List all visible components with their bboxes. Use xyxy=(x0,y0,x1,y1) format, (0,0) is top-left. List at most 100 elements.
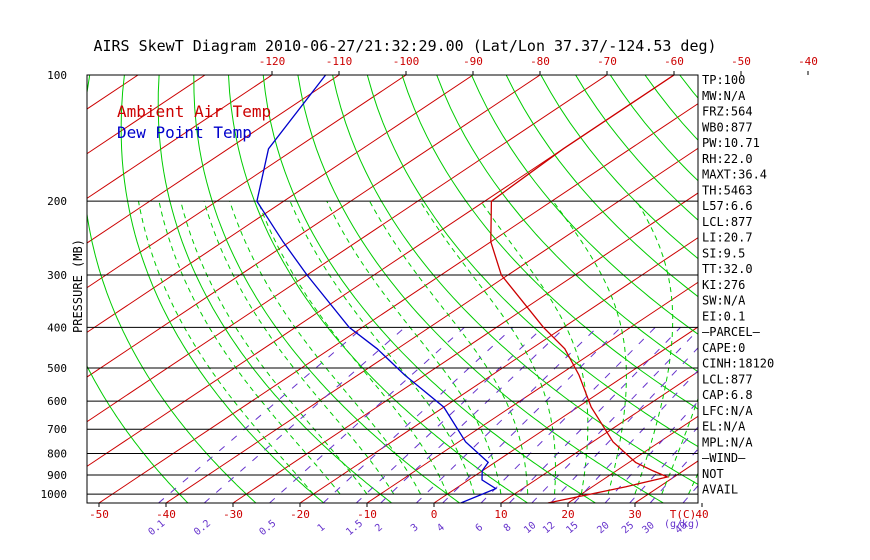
dry-adiabat-grid xyxy=(87,75,870,503)
isotherm-line xyxy=(165,147,698,503)
bottom-tick-label: -50 xyxy=(89,508,109,521)
top-tick-label: -110 xyxy=(326,55,353,68)
sounding-series xyxy=(256,75,675,503)
mixing-ratio-label: 1 xyxy=(316,522,328,534)
isotherm-line xyxy=(567,415,698,503)
top-tick-label: -40 xyxy=(798,55,818,68)
mixing-ratio-label: 15 xyxy=(564,520,580,536)
index-item: SW:N/A xyxy=(702,294,746,308)
index-item: TP:100 xyxy=(702,73,745,87)
index-item: AVAIL xyxy=(702,483,738,497)
moist-adiabat-line xyxy=(480,200,589,495)
top-tick-label: -60 xyxy=(664,55,684,68)
index-item: CAP:6.8 xyxy=(702,388,753,402)
pressure-tick-label: 200 xyxy=(47,195,67,208)
mixing-ratio-label: 0.1 xyxy=(146,518,167,538)
isotherm-line xyxy=(433,326,698,503)
pressure-tick-label: 700 xyxy=(47,423,67,436)
mixing-ratio-label: 10 xyxy=(522,520,538,536)
mixing-ratio-label: 12 xyxy=(541,520,557,536)
index-item: CAPE:0 xyxy=(702,341,745,355)
pressure-tick-label: 800 xyxy=(47,448,67,461)
dry-adiabat-line xyxy=(332,75,698,485)
dew-point-line xyxy=(256,75,498,503)
legend-air-temp: Ambient Air Temp xyxy=(117,102,271,121)
top-tick-label: -90 xyxy=(463,55,483,68)
pressure-tick-label: 600 xyxy=(47,395,67,408)
dry-adiabat-line xyxy=(157,75,393,503)
mixing-ratio-line xyxy=(442,326,622,503)
dry-adiabat-line xyxy=(120,75,325,503)
dry-adiabat-line xyxy=(401,75,698,410)
index-item: EL:N/A xyxy=(702,420,746,434)
mixing-ratio-label: 6 xyxy=(474,522,486,534)
dry-adiabat-line xyxy=(819,75,870,503)
bottom-tick-label: -30 xyxy=(223,508,243,521)
index-item: PW:10.71 xyxy=(702,136,760,150)
index-item: CINH:18120 xyxy=(702,357,774,371)
top-tick-label: -70 xyxy=(597,55,617,68)
dry-adiabat-line xyxy=(87,365,189,503)
index-item: LFC:N/A xyxy=(702,404,753,418)
index-item: MPL:N/A xyxy=(702,435,753,449)
plot-frame xyxy=(86,71,809,507)
isotherm-line xyxy=(769,75,870,503)
top-tick-label: -80 xyxy=(530,55,550,68)
temperature-unit-label: T(C) xyxy=(670,508,697,521)
index-item: NOT xyxy=(702,467,724,481)
mixing-ratio-label: 4 xyxy=(435,522,447,534)
mixing-ratio-line xyxy=(380,326,566,503)
mixing-ratio-label: 0.2 xyxy=(192,518,213,538)
isotherm-line xyxy=(500,371,698,503)
isotherm-grid xyxy=(0,75,870,503)
mixing-ratio-line xyxy=(158,326,364,503)
isotherm-line xyxy=(87,75,541,378)
mixing-ratio-line xyxy=(355,326,544,503)
dry-adiabat-line xyxy=(262,75,596,503)
pressure-tick-label: 1000 xyxy=(41,488,68,501)
pressure-tick-label: 100 xyxy=(47,69,67,82)
mixing-ratio-label: 8 xyxy=(502,522,514,534)
isotherm-line xyxy=(299,237,698,503)
index-item: EI:0.1 xyxy=(702,309,745,323)
index-item: TT:32.0 xyxy=(702,262,753,276)
mixing-ratio-line xyxy=(322,326,514,503)
isotherm-line xyxy=(87,75,407,289)
isotherm-line xyxy=(87,75,206,155)
bottom-tick-label: 0 xyxy=(431,508,438,521)
y-axis-label: PRESSURE (MB) xyxy=(71,239,85,333)
index-item: MAXT:36.4 xyxy=(702,168,767,182)
dry-adiabat-line xyxy=(366,75,698,448)
isotherm-line xyxy=(366,281,698,503)
bottom-tick-label: 20 xyxy=(561,508,574,521)
top-tick-label: -100 xyxy=(393,55,420,68)
moist-adiabat-line xyxy=(369,200,529,495)
moist-adiabat-line xyxy=(138,201,314,495)
dry-adiabat-line xyxy=(87,75,257,503)
top-tick-label: -50 xyxy=(731,55,751,68)
bottom-tick-label: 30 xyxy=(628,508,641,521)
dry-adiabat-line xyxy=(436,75,698,373)
pressure-tick-label: 300 xyxy=(47,269,67,282)
index-item: WB0:877 xyxy=(702,120,753,134)
plot-border xyxy=(86,74,699,504)
dry-adiabat-line xyxy=(297,75,664,503)
dry-adiabat-line xyxy=(471,75,698,335)
dry-adiabat-line xyxy=(193,75,460,503)
isotherm-line xyxy=(0,75,4,503)
chart-title: AIRS SkewT Diagram 2010-06-27/21:32:29.0… xyxy=(93,37,716,55)
index-item: –WIND– xyxy=(702,451,746,465)
isotherm-line xyxy=(836,75,870,503)
mixing-ratio-label: 20 xyxy=(595,520,611,536)
pressure-tick-label: 500 xyxy=(47,362,67,375)
mixing-ratio-label: 0.5 xyxy=(258,518,279,538)
moist-adiabat-grid xyxy=(138,200,698,495)
moist-adiabat-line xyxy=(289,201,475,495)
moist-adiabat-line xyxy=(419,200,556,495)
index-item: FRZ:564 xyxy=(702,105,753,119)
moist-adiabat-line xyxy=(229,201,421,495)
dry-adiabat-line xyxy=(853,75,870,503)
dry-adiabat-line xyxy=(540,75,698,260)
mixing-ratio-unit-label: (g/kg) xyxy=(664,519,700,530)
